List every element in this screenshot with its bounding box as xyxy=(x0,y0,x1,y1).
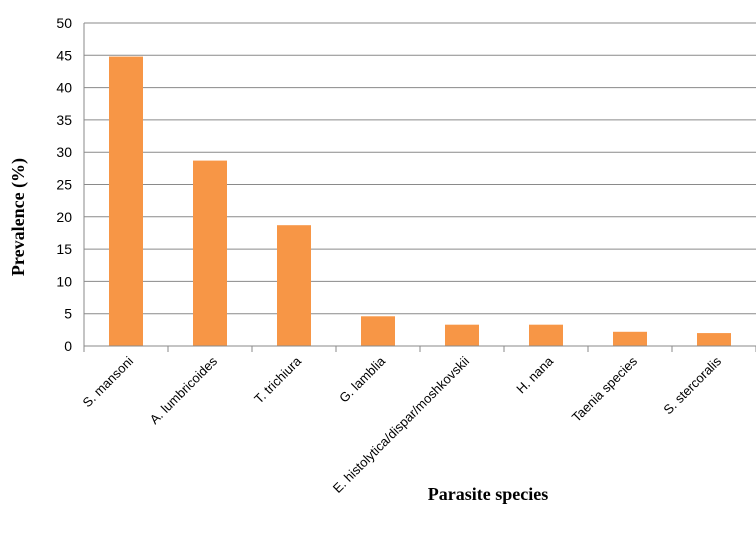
y-tick-label: 15 xyxy=(56,241,72,257)
x-axis-title: Parasite species xyxy=(428,484,548,504)
y-tick-label: 30 xyxy=(56,144,72,160)
y-tick-label: 0 xyxy=(64,338,72,354)
bar xyxy=(277,225,311,346)
bar xyxy=(697,333,731,346)
x-tick-label: H. nana xyxy=(513,353,556,396)
bar xyxy=(109,56,143,346)
x-tick-labels: S. mansoni A. lumbricoides T. trichiura G. … xyxy=(80,353,725,496)
bar xyxy=(361,316,395,346)
x-tick-label: S. stercoralis xyxy=(660,353,724,417)
y-axis-title: Prevalence (%) xyxy=(8,158,29,276)
y-tick-labels: 0 5 10 15 20 25 30 35 40 45 50 xyxy=(56,15,72,354)
y-tick-label: 40 xyxy=(56,80,72,96)
y-tick-label: 10 xyxy=(56,273,72,289)
bar xyxy=(445,324,479,346)
y-tick-label: 25 xyxy=(56,177,72,193)
x-tick-label: Taenia species xyxy=(569,353,641,425)
y-tick-label: 5 xyxy=(64,306,72,322)
y-tick-label: 45 xyxy=(56,47,72,63)
x-tick-label: A. lumbricoides xyxy=(147,353,221,427)
x-tick-label: E. histolytica/dispar/moshkovskii xyxy=(330,353,472,495)
gridlines xyxy=(84,22,756,315)
y-tick-label: 20 xyxy=(56,209,72,225)
x-tick-label: T. trichiura xyxy=(251,353,305,407)
bar xyxy=(193,160,227,346)
y-tick-label: 50 xyxy=(56,15,72,31)
bars xyxy=(109,56,731,346)
bar xyxy=(613,331,647,346)
bar xyxy=(529,324,563,346)
axes xyxy=(83,23,756,352)
x-tick-label: G. lamblia xyxy=(336,353,389,406)
x-tick-label: S. mansoni xyxy=(80,353,137,410)
y-tick-label: 35 xyxy=(56,112,72,128)
